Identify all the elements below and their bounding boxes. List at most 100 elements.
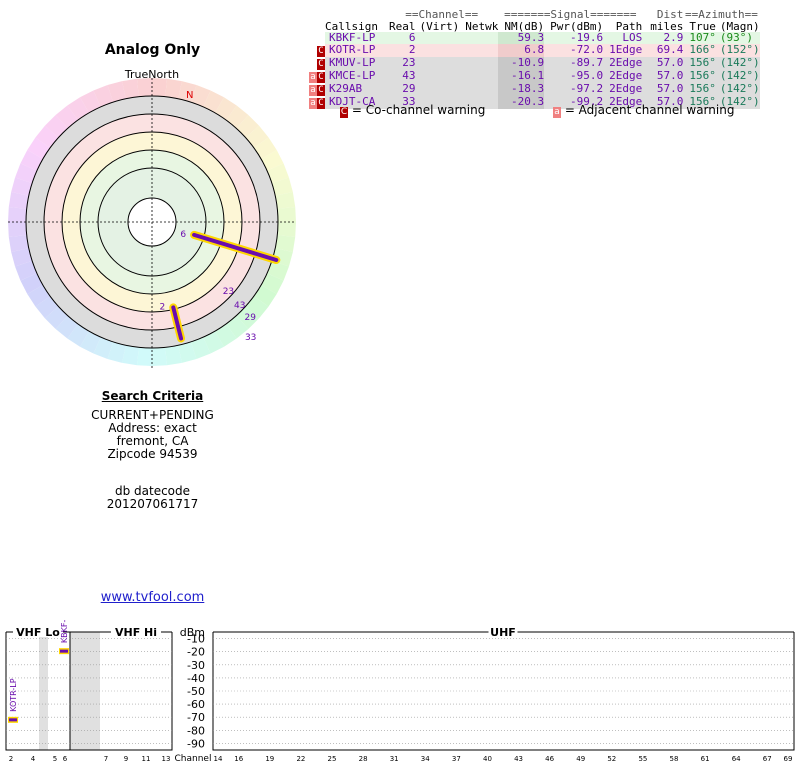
col-header: (Virt) xyxy=(419,19,460,33)
callsign: KOTR-LP xyxy=(325,43,385,57)
station-row[interactable]: C KMUV-LP 23 -10.9 -89.7 2Edge 57.0 156° (142°) xyxy=(305,56,760,70)
hue-band-segment xyxy=(267,163,289,184)
network xyxy=(459,32,499,44)
hue-band-segment xyxy=(55,315,78,339)
station-row[interactable]: C KOTR-LP 2 6.8 -72.0 1Edge 69.4 166° (152°) xyxy=(305,43,760,57)
hue-band-segment xyxy=(165,345,182,366)
magnetic-azimuth: (152°) xyxy=(715,43,760,57)
real-channel: 43 xyxy=(385,69,416,83)
hue-band-segment xyxy=(178,81,197,103)
y-tick-label: -40 xyxy=(187,672,205,685)
station-channel-label: 2 xyxy=(160,302,166,312)
warning-cell: C xyxy=(305,44,325,57)
hue-band-segment xyxy=(80,90,101,113)
x-tick-label: 64 xyxy=(732,755,741,763)
channel-shade xyxy=(70,632,100,750)
adjacent-warning-icon: a xyxy=(309,71,317,83)
y-tick-label: -50 xyxy=(187,685,205,698)
callsign: KBKF-LP xyxy=(325,32,385,44)
hue-band-segment xyxy=(122,345,139,366)
x-tick-label: 37 xyxy=(452,755,461,763)
noise-margin: -16.1 xyxy=(498,69,545,83)
x-tick-label: 13 xyxy=(162,755,171,763)
x-axis-label: Channel xyxy=(175,754,212,764)
col-header: True xyxy=(689,19,716,33)
power-dbm: -97.2 xyxy=(544,82,604,96)
true-azimuth: 156° xyxy=(683,69,716,83)
search-line: CURRENT+PENDING xyxy=(91,408,214,422)
x-tick-label: 40 xyxy=(483,755,492,763)
band-title: UHF xyxy=(490,626,516,639)
station-row[interactable]: KBKF-LP 6 59.3 -19.6 LOS 2.9 107° (93°) xyxy=(305,32,760,44)
spectrum-labels: VHF Lo VHF Hi UHF -10-20-30-40-50-60-70-80-… xyxy=(9,620,793,764)
adjacent-channel-legend-text: = Adjacent channel warning xyxy=(564,103,735,117)
hue-band-segment xyxy=(67,323,89,347)
db-datecode-label: db datecode xyxy=(114,484,191,498)
co-channel-warning-icon: C xyxy=(317,45,325,57)
signal-group-header: =======Signal======= xyxy=(504,8,637,21)
virtual-channel xyxy=(415,82,460,96)
adjacent-channel-mark: a xyxy=(552,107,561,118)
noise-margin: -18.3 xyxy=(498,82,545,96)
col-header: Real xyxy=(389,19,416,33)
distance: 57.0 xyxy=(642,56,684,70)
hue-band-segment xyxy=(8,235,29,252)
distance: 57.0 xyxy=(642,82,684,96)
x-tick-label: 31 xyxy=(390,755,399,763)
spectrum-frames xyxy=(5,625,795,751)
col-header: NM(dB) xyxy=(504,19,545,33)
azimuth-group-header: ==Azimuth== xyxy=(685,8,758,21)
co-channel-warning-icon: C xyxy=(317,71,325,83)
callsign: KMCE-LP xyxy=(325,69,385,83)
warning-cell xyxy=(305,32,325,44)
x-tick-label: 52 xyxy=(607,755,616,763)
col-header: Callsign xyxy=(325,19,378,33)
search-line: Zipcode 94539 xyxy=(107,447,198,461)
warning-legend: C = Co-channel warning a = Adjacent chan… xyxy=(340,103,734,118)
x-tick-label: 5 xyxy=(53,755,57,763)
hue-band-segment xyxy=(253,137,277,159)
station-channel-label: 33 xyxy=(245,333,256,343)
north-marker: N xyxy=(186,90,193,101)
hue-band-segment xyxy=(190,85,211,107)
band-title-bg xyxy=(13,625,63,637)
search-criteria-heading: Search Criteria xyxy=(101,389,204,403)
x-tick-label: 34 xyxy=(421,755,430,763)
x-tick-label: 2 xyxy=(9,755,13,763)
magnetic-azimuth: (142°) xyxy=(715,56,760,70)
hue-band-segment xyxy=(93,85,114,107)
station-channel-label: 43 xyxy=(234,301,245,311)
station-row[interactable]: a C KDJT-CA 33 -20.3 -99.2 2Edge 57.0 156° (142°) xyxy=(305,95,760,109)
true-azimuth: 156° xyxy=(683,95,716,109)
hue-band-segment xyxy=(152,347,168,366)
spectrum-chart: VHF Lo VHF Hi UHF -10-20-30-40-50-60-70-80-… xyxy=(5,620,795,764)
chart-title: Analog Only xyxy=(104,42,201,58)
magnetic-azimuth: (93°) xyxy=(715,32,760,44)
distance: 2.9 xyxy=(642,32,684,44)
co-channel-warning-icon: C xyxy=(317,58,325,70)
site-link[interactable]: www.tvfool.com xyxy=(100,590,205,605)
path: 2Edge xyxy=(603,69,643,83)
x-tick-label: 4 xyxy=(31,755,36,763)
x-tick-label: 25 xyxy=(328,755,337,763)
hue-band-segment xyxy=(277,206,296,222)
station-table: ==Channel== =======Signal======= Dist ==… xyxy=(305,9,760,109)
x-tick-label: 7 xyxy=(104,755,108,763)
station-row[interactable]: a C KMCE-LP 43 -16.1 -95.0 2Edge 57.0 156° (142°) xyxy=(305,69,760,83)
path: 1Edge xyxy=(603,43,643,57)
hue-band-segment xyxy=(67,97,89,121)
true-azimuth: 156° xyxy=(683,56,716,70)
callsign: KDJT-CA xyxy=(325,95,385,109)
hue-band-segment xyxy=(275,235,296,252)
virtual-channel xyxy=(415,43,460,57)
search-line: fremont, CA xyxy=(116,434,189,448)
callsign: KMUV-LP xyxy=(325,56,385,70)
station-row[interactable]: a C K29AB 29 -18.3 -97.2 2Edge 57.0 156° (142°) xyxy=(305,82,760,96)
hue-band-segment xyxy=(261,273,284,294)
real-channel: 33 xyxy=(385,95,416,109)
spectrum-callsign: KBKF-LP xyxy=(60,620,69,643)
station-channel-label: 23 xyxy=(223,287,234,297)
co-channel-warning-icon: C xyxy=(317,97,325,109)
hue-band-segment xyxy=(122,78,139,99)
